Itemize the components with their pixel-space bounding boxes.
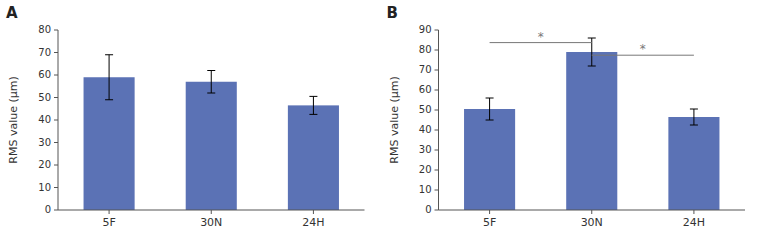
y-tick-label: 20: [419, 164, 432, 175]
error-cap: [588, 66, 596, 67]
y-tick-label: 10: [38, 182, 51, 193]
x-tick-label: 30N: [200, 216, 222, 229]
bar: [668, 117, 719, 210]
panel: A 0 10 20 30 40 50 60 70 80 RMS value (μm) 5F 30N 24H: [6, 4, 365, 229]
y-tick-label: 30: [419, 144, 432, 155]
y-tick: [435, 110, 439, 111]
y-tick: [435, 70, 439, 71]
y-axis-label: RMS value (μm): [7, 76, 20, 163]
y-tick: [435, 50, 439, 51]
y-tick-label: 10: [419, 184, 432, 195]
x-tick: [591, 210, 592, 214]
error-cap: [309, 96, 317, 97]
error-cap: [207, 93, 215, 94]
y-tick-label: 60: [419, 84, 432, 95]
panel: B 0 10 20 30 40 50 60 70 80 90 RMS value (μm) 5F 30N 2…: [387, 4, 746, 229]
bar: [566, 52, 617, 210]
chart-container: A 0 10 20 30 40 50 60 70 80 RMS value (μm) 5F 30N 24H…: [0, 0, 761, 236]
y-tick: [54, 187, 58, 188]
y-tick-label: 70: [38, 47, 51, 58]
significance-label: *: [538, 30, 544, 44]
bar: [186, 82, 237, 210]
error-bar: [105, 55, 113, 100]
x-tick: [211, 210, 212, 214]
y-tick-label: 20: [38, 159, 51, 170]
y-tick-label: 50: [38, 92, 51, 103]
x-tick: [489, 210, 490, 214]
y-tick: [54, 97, 58, 98]
y-tick-label: 90: [419, 24, 432, 35]
y-tick: [435, 210, 439, 211]
error-bar: [486, 98, 494, 120]
error-line: [211, 71, 212, 94]
x-tick: [693, 210, 694, 214]
error-cap: [486, 98, 494, 99]
y-tick-label: 40: [38, 114, 51, 125]
y-tick: [435, 190, 439, 191]
x-tick-label: 5F: [483, 216, 496, 229]
y-tick: [435, 90, 439, 91]
error-cap: [690, 125, 698, 126]
y-axis-line: [58, 30, 59, 210]
x-tick-label: 30N: [581, 216, 603, 229]
y-tick: [54, 210, 58, 211]
x-tick: [109, 210, 110, 214]
error-cap: [207, 70, 215, 71]
y-tick: [435, 170, 439, 171]
panel-label: B: [387, 4, 398, 22]
bar: [288, 105, 339, 210]
y-tick-label: 40: [419, 124, 432, 135]
y-tick: [54, 75, 58, 76]
marks: [464, 38, 719, 210]
y-tick: [435, 30, 439, 31]
y-tick-label: 50: [419, 104, 432, 115]
y-tick: [54, 120, 58, 121]
error-cap: [105, 54, 113, 55]
y-tick: [54, 142, 58, 143]
y-tick-label: 70: [419, 64, 432, 75]
error-cap: [690, 109, 698, 110]
error-line: [489, 98, 490, 120]
y-tick: [54, 52, 58, 53]
y-tick: [54, 165, 58, 166]
error-bar: [690, 109, 698, 125]
y-tick: [435, 150, 439, 151]
y-tick-label: 30: [38, 137, 51, 148]
y-axis-label: RMS value (μm): [388, 76, 401, 163]
bar: [464, 109, 515, 210]
error-line: [693, 109, 694, 125]
y-tick-label: 0: [45, 204, 51, 215]
panel-label: A: [6, 4, 18, 22]
y-tick-label: 80: [38, 24, 51, 35]
y-tick-label: 0: [425, 204, 431, 215]
significance-label: *: [640, 42, 646, 56]
y-tick: [54, 30, 58, 31]
error-line: [313, 96, 314, 114]
y-tick-label: 60: [38, 69, 51, 80]
marks: [84, 55, 339, 210]
x-tick-label: 24H: [302, 216, 324, 229]
error-cap: [588, 38, 596, 39]
y-tick-label: 80: [419, 44, 432, 55]
x-tick: [313, 210, 314, 214]
x-tick-label: 24H: [683, 216, 705, 229]
error-bar: [207, 71, 215, 94]
error-cap: [486, 120, 494, 121]
y-tick: [435, 130, 439, 131]
y-axis-line: [438, 30, 439, 210]
error-line: [109, 55, 110, 100]
chart-svg: A 0 10 20 30 40 50 60 70 80 RMS value (μm) 5F 30N 24H…: [0, 0, 761, 236]
error-bar: [309, 96, 317, 114]
error-cap: [309, 114, 317, 115]
x-tick-label: 5F: [102, 216, 115, 229]
error-cap: [105, 99, 113, 100]
